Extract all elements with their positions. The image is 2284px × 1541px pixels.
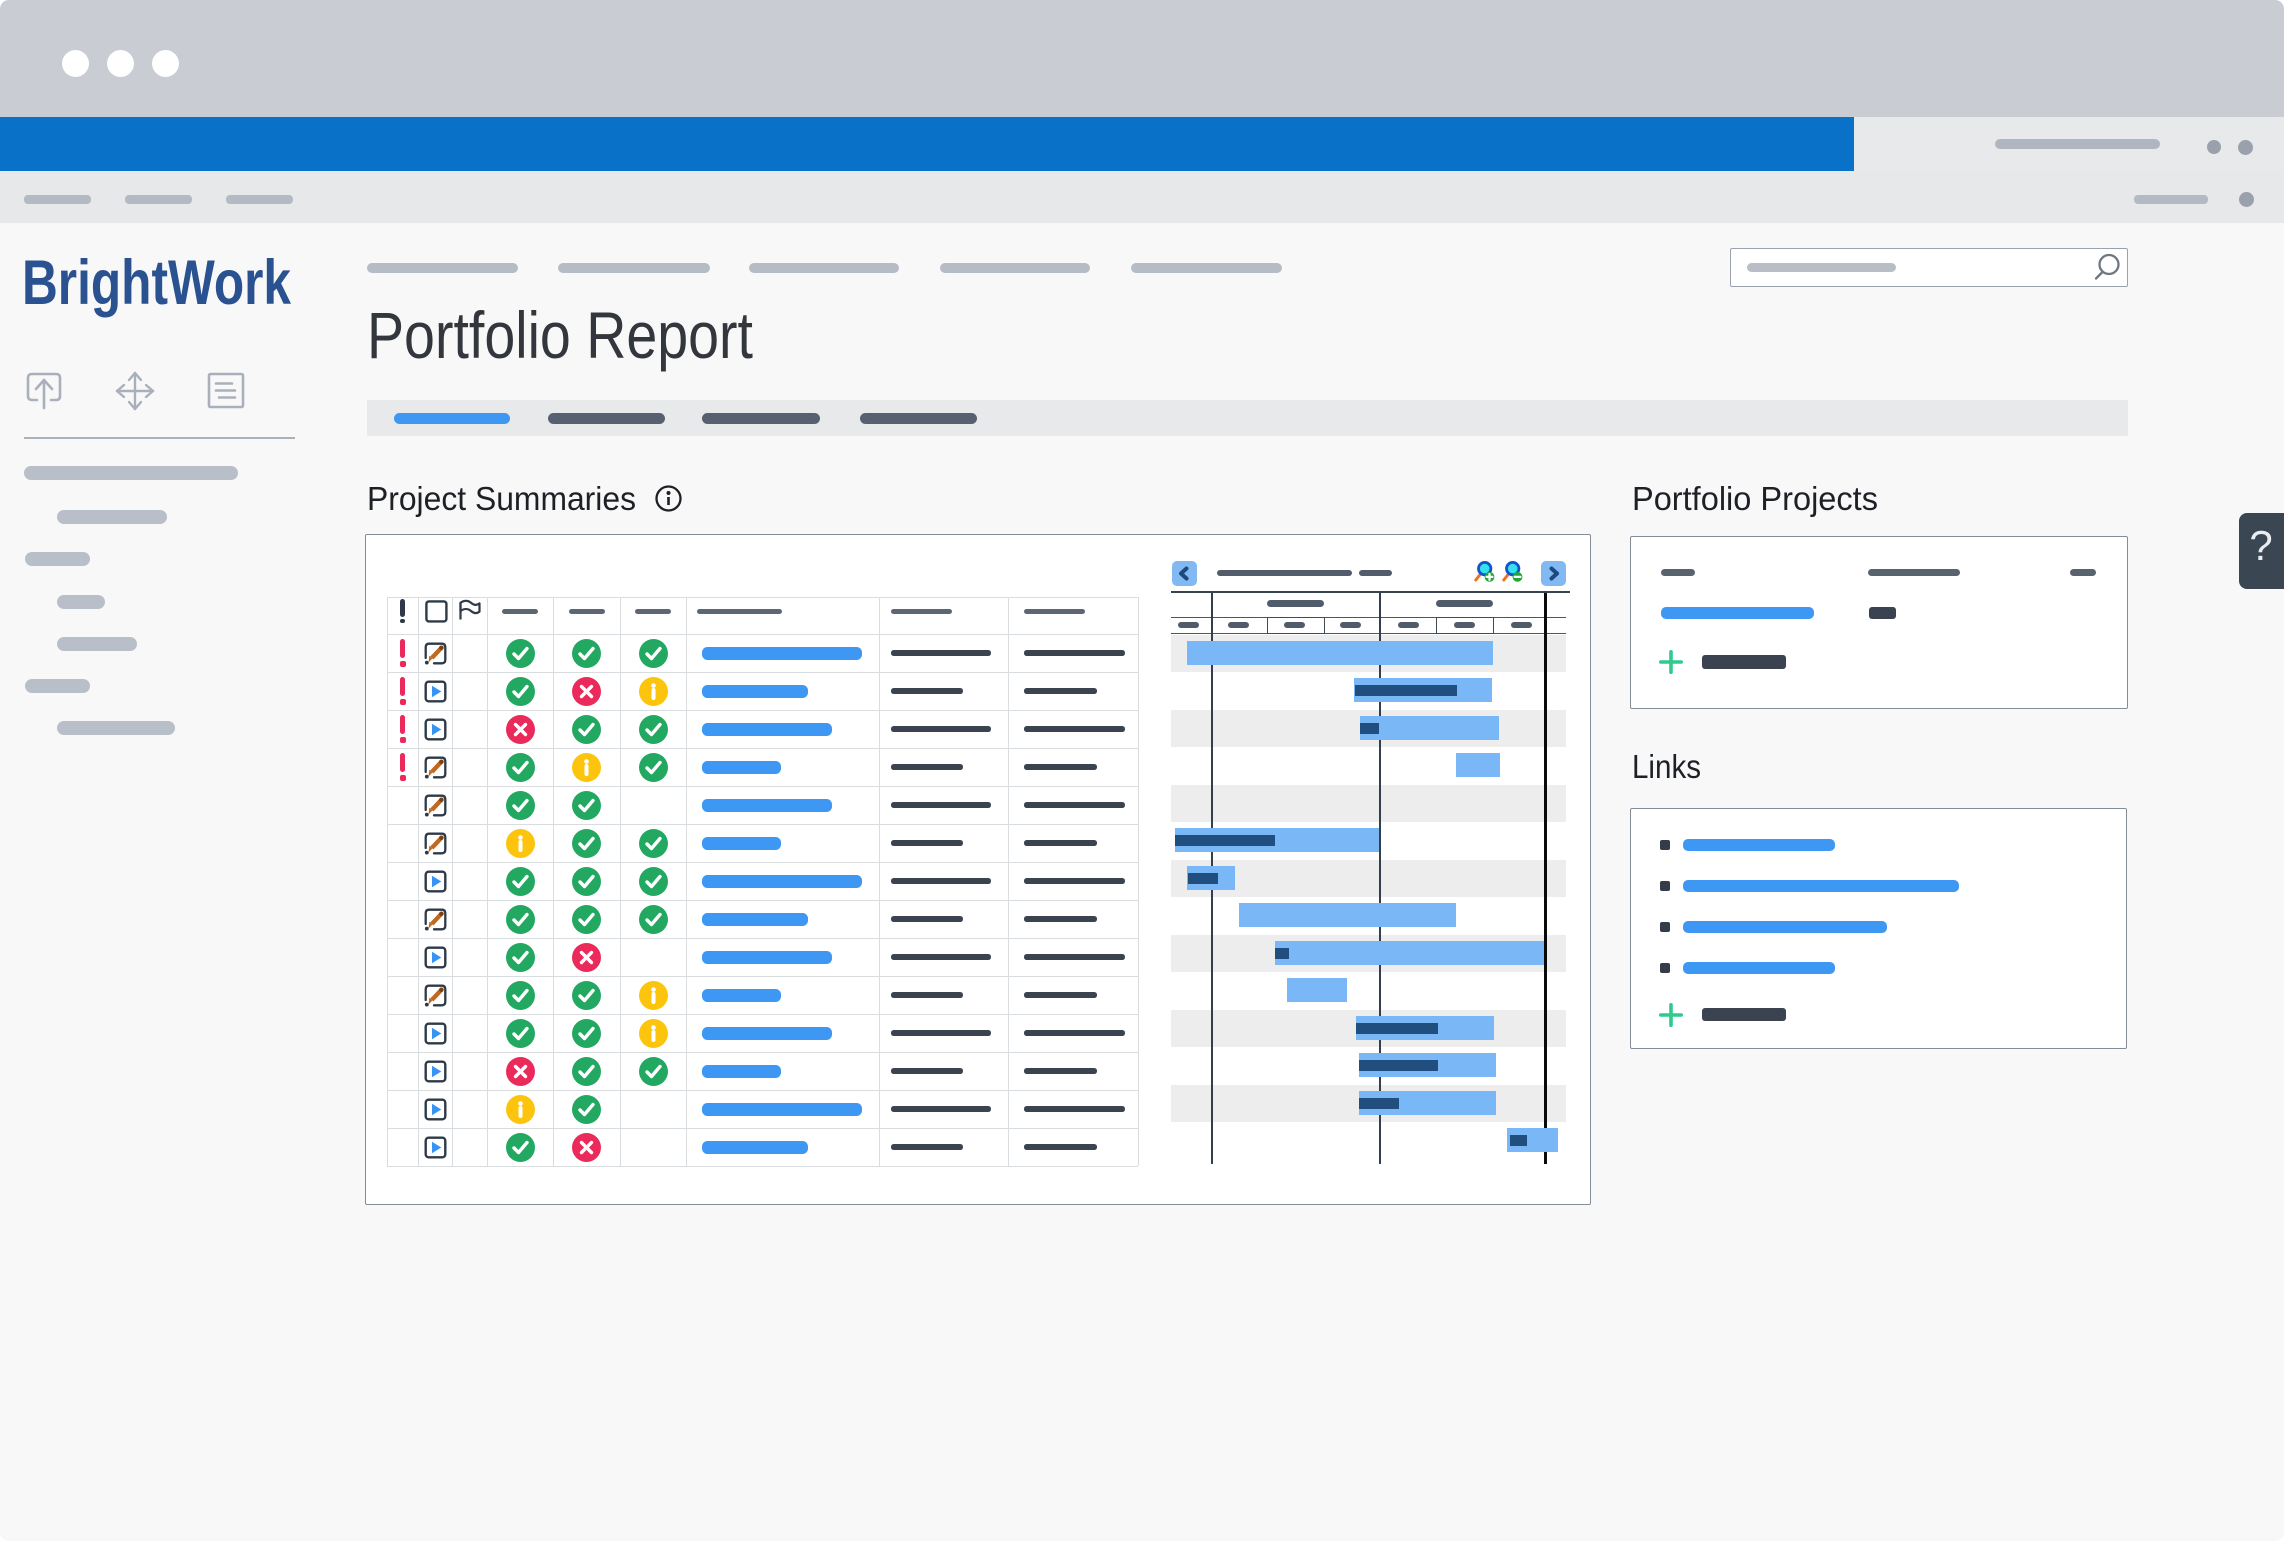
svg-text:Project Summaries: Project Summaries <box>367 480 636 517</box>
svg-text:?: ? <box>2249 522 2272 569</box>
svg-text:Portfolio Report: Portfolio Report <box>367 300 753 372</box>
svg-text:Links: Links <box>1632 748 1701 785</box>
svg-text:Portfolio Projects: Portfolio Projects <box>1632 480 1878 517</box>
svg-text:BrightWork: BrightWork <box>22 254 292 318</box>
